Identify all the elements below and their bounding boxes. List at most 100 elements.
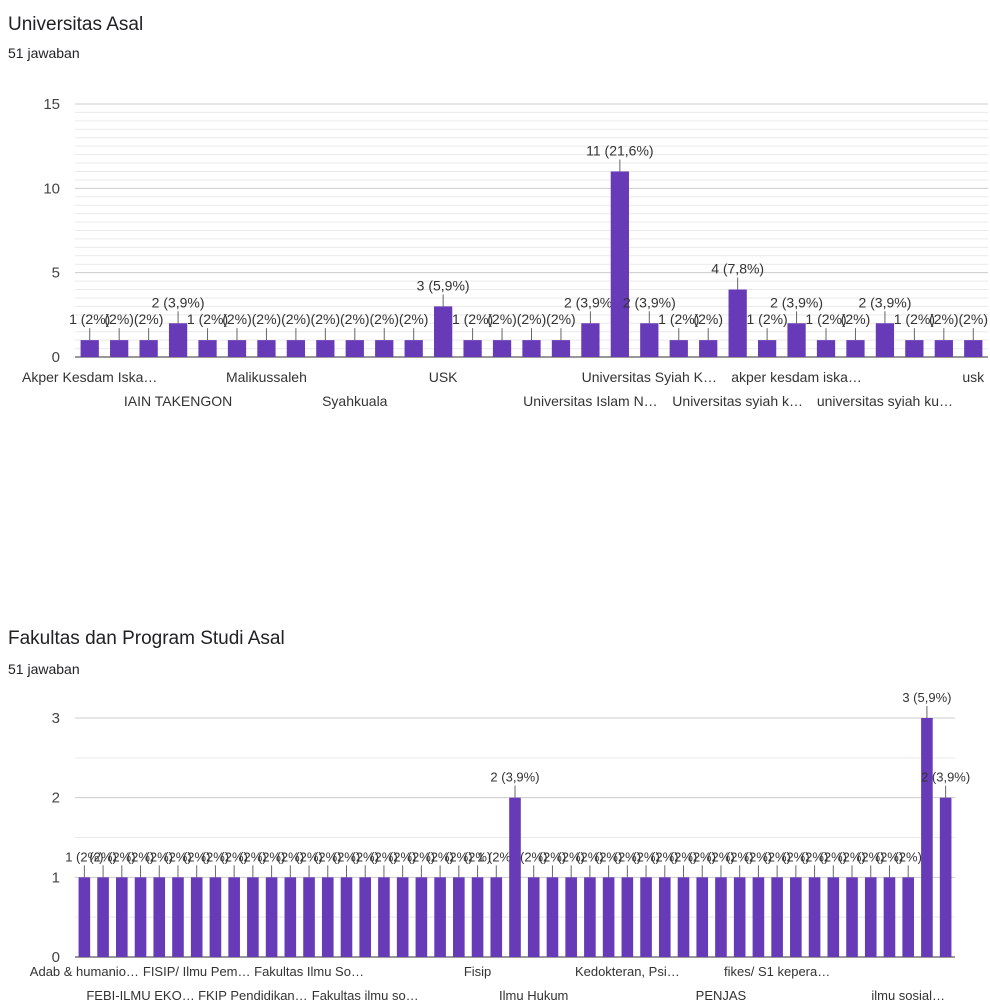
- data-label: (2%): [370, 849, 397, 864]
- bar[interactable]: [247, 877, 259, 957]
- bar[interactable]: [939, 797, 952, 957]
- bar[interactable]: [316, 340, 335, 357]
- bar[interactable]: [640, 877, 652, 957]
- bar[interactable]: [921, 718, 933, 957]
- bar[interactable]: [134, 877, 147, 957]
- bar[interactable]: [816, 340, 836, 357]
- bar[interactable]: [190, 877, 203, 957]
- bar[interactable]: [846, 340, 865, 357]
- bar[interactable]: [404, 340, 423, 357]
- x-tick-label: akper kesdam iska…: [731, 369, 862, 385]
- bar[interactable]: [752, 877, 765, 957]
- bar[interactable]: [883, 877, 896, 957]
- bar[interactable]: [284, 877, 297, 957]
- gridlines: [75, 103, 988, 358]
- bar[interactable]: [378, 877, 390, 957]
- data-label: (2%): [239, 849, 266, 864]
- bar[interactable]: [757, 340, 777, 357]
- data-label: 1 (2%): [187, 311, 228, 327]
- x-tick-label: Adab & humanio…: [30, 964, 139, 979]
- data-label: (2%): [841, 311, 871, 327]
- bar[interactable]: [172, 877, 184, 957]
- bar[interactable]: [228, 877, 240, 957]
- bar[interactable]: [198, 340, 217, 357]
- data-label: (2%): [745, 849, 772, 864]
- bar[interactable]: [934, 340, 953, 357]
- bar[interactable]: [434, 306, 453, 357]
- data-label: (2%): [838, 849, 865, 864]
- bar[interactable]: [715, 877, 727, 957]
- data-label: (2%): [426, 849, 453, 864]
- bar[interactable]: [471, 877, 484, 957]
- bar[interactable]: [257, 340, 276, 357]
- y-tick-label: 2: [52, 790, 60, 807]
- bar[interactable]: [669, 340, 688, 357]
- bar[interactable]: [265, 877, 278, 957]
- bar[interactable]: [581, 323, 600, 357]
- data-label: (2%): [445, 849, 472, 864]
- bar[interactable]: [80, 340, 99, 357]
- bar[interactable]: [168, 323, 188, 357]
- bar[interactable]: [565, 877, 577, 957]
- bar[interactable]: [584, 877, 596, 957]
- bar[interactable]: [771, 877, 783, 957]
- data-label: (2%): [351, 849, 378, 864]
- bar[interactable]: [453, 877, 465, 957]
- bar[interactable]: [321, 877, 334, 957]
- bar[interactable]: [227, 340, 247, 357]
- data-label: (2%): [89, 849, 116, 864]
- bar[interactable]: [396, 877, 409, 957]
- bar[interactable]: [621, 877, 634, 957]
- bar[interactable]: [827, 877, 840, 957]
- bar[interactable]: [787, 323, 806, 357]
- bar[interactable]: [864, 877, 877, 957]
- bar[interactable]: [790, 877, 802, 957]
- bar[interactable]: [905, 340, 924, 357]
- data-label: (2%): [311, 311, 341, 327]
- bar[interactable]: [733, 877, 746, 957]
- bar[interactable]: [375, 340, 394, 357]
- bar[interactable]: [78, 877, 91, 957]
- bar[interactable]: [846, 877, 858, 957]
- bar[interactable]: [340, 877, 353, 957]
- bar[interactable]: [602, 877, 615, 957]
- bar[interactable]: [415, 877, 428, 957]
- bar[interactable]: [808, 877, 821, 957]
- bar[interactable]: [728, 289, 747, 357]
- bar[interactable]: [303, 877, 315, 957]
- bar[interactable]: [509, 797, 521, 957]
- bar[interactable]: [116, 877, 128, 957]
- bar[interactable]: [463, 340, 482, 357]
- bar[interactable]: [527, 877, 540, 957]
- bar[interactable]: [551, 340, 571, 357]
- bar[interactable]: [490, 877, 503, 957]
- bar[interactable]: [875, 323, 895, 357]
- bar[interactable]: [492, 340, 512, 357]
- bar[interactable]: [522, 340, 541, 357]
- bar[interactable]: [546, 877, 559, 957]
- bar[interactable]: [696, 877, 709, 957]
- data-label: (2%): [487, 311, 517, 327]
- bar[interactable]: [964, 340, 983, 357]
- data-label: (2%): [614, 849, 641, 864]
- bar[interactable]: [434, 877, 446, 957]
- bar[interactable]: [902, 877, 914, 957]
- bar[interactable]: [610, 171, 629, 357]
- bar[interactable]: [97, 877, 109, 957]
- bar[interactable]: [658, 877, 671, 957]
- bar[interactable]: [677, 877, 690, 957]
- bar[interactable]: [286, 340, 306, 357]
- bar[interactable]: [359, 877, 372, 957]
- bar[interactable]: [640, 323, 659, 357]
- data-label: (2%): [127, 849, 154, 864]
- x-tick-label: Universitas Syiah K…: [582, 369, 717, 385]
- bar[interactable]: [110, 340, 129, 357]
- bar[interactable]: [345, 340, 364, 357]
- bar[interactable]: [153, 877, 166, 957]
- bar[interactable]: [699, 340, 718, 357]
- data-label: (2%): [399, 311, 429, 327]
- data-label: (2%): [222, 311, 252, 327]
- bar[interactable]: [139, 340, 158, 357]
- bar[interactable]: [209, 877, 222, 957]
- data-label: 2 (3,9%): [770, 294, 823, 310]
